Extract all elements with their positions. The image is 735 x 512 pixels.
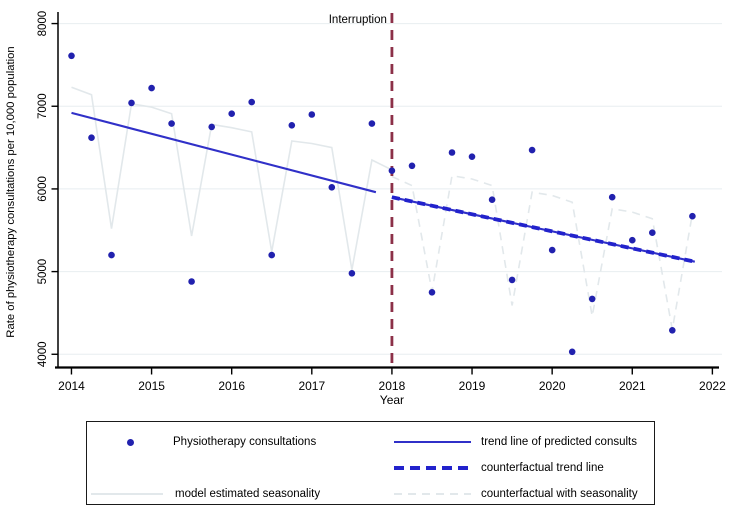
data-point [108,251,115,259]
gray-line-icon [91,493,163,495]
data-point [629,236,636,244]
legend-item-trend-line: trend line of predicted consults [394,434,637,450]
x-tick-label: 2016 [218,379,245,393]
x-tick-label: 2017 [298,379,325,393]
data-point [88,134,95,141]
data-point [188,278,195,285]
legend-item-physiotherapy-consultations: Physiotherapy consultations [99,434,316,450]
seasonality-line-post [391,174,694,330]
data-point [468,153,476,160]
data-point [388,167,396,174]
y-tick-label: 4000 [37,342,49,368]
y-tick-label: 6000 [37,176,49,202]
blue-dashed-line-icon [394,466,471,470]
legend-label: model estimated seasonality [175,488,321,500]
x-tick-label: 2021 [619,379,646,393]
data-point [168,120,175,127]
data-point [488,196,496,203]
x-tick-label: 2022 [699,379,726,393]
data-point [148,84,155,92]
data-point [308,111,316,118]
data-point [408,162,416,170]
dashed-line-swatch [394,466,471,470]
data-point [228,110,235,117]
blue-dot-icon [126,438,134,446]
gray-line-swatch [91,493,163,495]
scatter-marker-swatch [99,438,161,446]
data-point [128,99,135,107]
legend-label: counterfactual with seasonality [481,488,638,500]
data-point [588,295,596,303]
y-tick-label: 8000 [37,11,49,37]
legend-item-counterfactual-trend: counterfactual trend line [394,460,604,476]
data-point [288,122,296,129]
x-tick-label: 2019 [459,379,486,393]
data-point [368,120,376,127]
solid-line-swatch [394,441,471,443]
legend-label: Physiotherapy consultations [173,436,317,448]
trend-line-post [391,196,696,263]
legend: Physiotherapy consultations model estima… [86,421,655,505]
interruption-label: Interruption [329,14,387,26]
data-point [669,327,676,334]
data-point [68,52,75,60]
data-point [328,184,336,191]
data-point [689,212,696,220]
data-point [568,348,576,356]
x-tick-label: 2018 [379,379,406,393]
chart-svg: 4000 5000 6000 7000 8000 2014 2015 2016 2017 2018… [5,11,726,407]
data-point [649,229,656,236]
x-tick-label: 2014 [58,379,85,393]
gray-dashed-line-swatch [394,493,471,495]
data-point [528,146,536,154]
x-axis-title: Year [380,393,404,407]
legend-label: counterfactual trend line [481,462,604,474]
gray-dashed-line-icon [394,493,471,495]
legend-label: trend line of predicted consults [481,436,637,448]
data-point [208,123,215,131]
x-tick-label: 2015 [138,379,165,393]
blue-line-icon [394,441,471,443]
data-point [508,276,516,284]
x-tick-label: 2020 [539,379,566,393]
data-point [448,149,456,156]
data-point [548,246,556,254]
data-point [608,193,616,201]
y-axis-title: Rate of physiotherapy consultations per … [5,46,17,337]
data-point [268,251,276,259]
legend-item-model-estimated-seasonality: model estimated seasonality [91,486,320,502]
trend-line-pre [71,111,377,194]
legend-item-counterfactual-seasonality: counterfactual with seasonality [394,486,638,502]
y-tick-label: 7000 [37,93,49,119]
data-point [428,289,436,296]
y-tick-label: 5000 [37,259,49,285]
data-point [248,98,255,106]
data-point [348,270,356,277]
seasonality-line-pre [71,86,393,271]
